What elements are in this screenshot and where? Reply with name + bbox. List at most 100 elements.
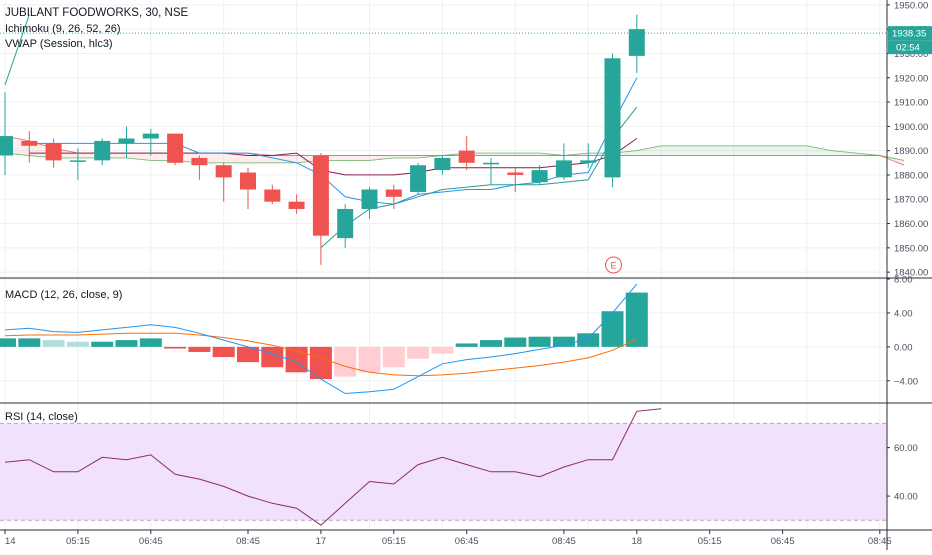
price-tick-label: 1950.00 [894,0,928,11]
macd-histogram-bar [625,292,648,347]
price-tick-label: 1860.00 [894,219,928,230]
earnings-icon [605,256,622,274]
candle-up [361,189,378,209]
ichimoku-cloud-segment [491,153,516,156]
macd-histogram-bar [504,337,527,347]
macd-legend[interactable]: MACD (12, 26, close, 9) [5,289,123,301]
macd-histogram-bar [164,346,187,349]
macd-histogram-bar [115,340,138,347]
candle-up [434,157,451,171]
ichimoku-base-line [29,138,638,176]
candle-up [580,160,597,163]
time-tick-label: 17 [316,536,327,547]
macd-tick-label: −4.00 [894,376,918,387]
candle-up [531,170,548,183]
ichimoku-cloud-segment [272,155,297,163]
price-tick-label: 1890.00 [894,146,928,157]
macd-histogram-bar [18,338,41,347]
ichimoku-cloud-segment [661,145,686,156]
candle-up [69,160,86,162]
ichimoku-leading-span-a [4,145,905,164]
last-price-badge [888,26,932,41]
macd-histogram-bar [382,346,405,368]
macd-histogram-bar [261,346,284,368]
ichimoku-cloud-segment [782,145,807,156]
macd-histogram-bar [0,338,16,347]
ichimoku-cloud-segment [515,153,540,156]
time-tick-label: 08:45 [236,536,260,547]
candle-down [385,189,402,197]
macd-histogram-bar [528,336,551,347]
macd-histogram-bar [358,346,381,373]
earnings-letter: E [610,261,616,271]
candle-down [458,150,475,163]
rsi-band [0,423,887,521]
candle-down [215,165,232,178]
ichimoku-cloud-segment [831,150,856,156]
candle-up [483,162,499,165]
macd-histogram-bar [480,340,502,347]
macd-histogram-bar [334,346,357,377]
price-tick-label: 1870.00 [894,195,928,206]
ichimoku-cloud-segment [636,145,662,156]
time-tick-label: 06:45 [771,536,795,547]
macd-histogram-bar [66,341,89,347]
candle-up [410,165,427,192]
macd-histogram-bar [552,336,575,347]
candle-up [555,160,572,178]
ichimoku-cloud-segment [806,145,832,156]
time-tick-label: 05:15 [66,536,90,547]
candle-down [191,157,208,166]
macd-histogram-bar [309,346,332,380]
rsi-tick-label: 60.00 [894,443,918,454]
macd-histogram-bar [212,346,235,358]
candle-down [45,143,62,161]
price-tick-label: 1880.00 [894,170,928,181]
time-tick-label: 05:15 [698,536,722,547]
candle-down [507,172,524,175]
price-tick-label: 1920.00 [894,73,928,84]
candle-up [142,133,159,139]
candle-down [264,189,281,202]
candle-up [604,58,621,178]
ichimoku-cloud-segment [709,145,734,156]
ichimoku-legend[interactable]: Ichimoku (9, 26, 52, 26) [5,23,121,35]
symbol-title: JUBILANT FOODWORKS, 30, NSE [5,7,189,19]
candle-up [337,208,354,239]
candle-up [628,29,645,56]
ichimoku-cloud-segment [126,153,151,161]
candle-up [94,140,111,161]
candle-down [288,201,305,209]
macd-signal-line [4,332,638,377]
ichimoku-cloud-segment [345,155,370,161]
macd-histogram-bar [237,346,259,363]
price-tick-label: 1930.00 [894,49,928,60]
macd-histogram-bar [188,346,211,352]
rsi-legend[interactable]: RSI (14, close) [5,411,78,423]
ichimoku-cloud-segment [223,153,248,163]
macd-histogram-bar [42,340,65,347]
macd-histogram-bar [601,311,624,347]
price-tick-label: 1840.00 [894,268,928,279]
macd-histogram-bar [577,333,600,347]
macd-line [4,283,638,395]
candle-down [240,172,256,190]
rsi-tick-label: 40.00 [894,492,918,503]
vwap-legend[interactable]: VWAP (Session, hlc3) [5,38,113,50]
macd-histogram-bar [407,346,430,359]
price-tick-label: 1850.00 [894,243,928,254]
ichimoku-cloud-segment [685,145,710,156]
time-tick-label: 14 [5,536,16,547]
candle-up [118,138,135,144]
ichimoku-cloud-segment [369,155,394,161]
macd-histogram-bar [91,341,114,347]
rsi-line [4,408,662,526]
macd-tick-label: 8.00 [894,275,913,286]
macd-tick-label: 0.00 [894,342,913,353]
price-tick-label: 1910.00 [894,98,928,109]
candle-down [312,155,329,236]
time-tick-label: 06:45 [139,536,163,547]
candle-down [21,140,38,146]
